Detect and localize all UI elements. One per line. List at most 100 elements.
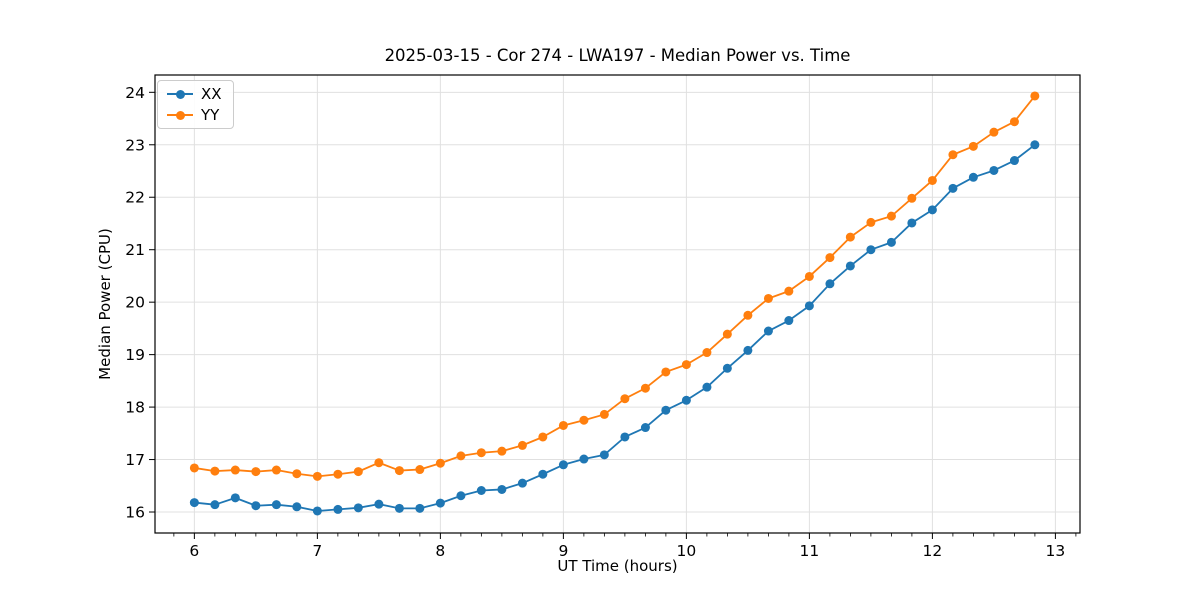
- data-point-yy: [722, 329, 732, 339]
- legend-line-marker-yy-icon: [167, 110, 193, 120]
- data-point-xx: [374, 499, 384, 509]
- data-point-xx: [394, 503, 404, 513]
- data-point-yy: [189, 463, 199, 473]
- data-point-xx: [948, 183, 958, 193]
- data-point-yy: [353, 467, 363, 477]
- data-point-xx: [210, 500, 220, 510]
- data-point-xx: [579, 454, 589, 464]
- legend-label-xx: XX: [201, 85, 222, 103]
- data-point-yy: [907, 193, 917, 203]
- data-point-yy: [497, 446, 507, 456]
- data-point-yy: [251, 467, 261, 477]
- data-point-xx: [353, 503, 363, 513]
- legend-item-yy: YY: [167, 107, 222, 123]
- data-point-xx: [866, 245, 876, 255]
- data-point-xx: [517, 478, 527, 488]
- y-tick-label: 24: [125, 84, 145, 102]
- data-point-xx: [845, 261, 855, 271]
- x-tick-label: 12: [923, 542, 943, 560]
- data-point-yy: [435, 458, 445, 468]
- data-point-xx: [968, 172, 978, 182]
- data-point-yy: [927, 175, 937, 185]
- data-point-yy: [394, 466, 404, 476]
- data-point-xx: [1009, 156, 1019, 166]
- data-point-yy: [989, 127, 999, 137]
- data-point-yy: [476, 448, 486, 458]
- data-point-xx: [804, 301, 814, 311]
- data-point-yy: [620, 394, 630, 404]
- data-point-xx: [927, 205, 937, 215]
- data-point-yy: [763, 293, 773, 303]
- data-point-yy: [333, 469, 343, 479]
- x-tick-label: 8: [435, 542, 445, 560]
- y-tick-label: 21: [125, 241, 145, 259]
- data-point-xx: [558, 460, 568, 470]
- data-point-yy: [743, 310, 753, 320]
- series-line-yy: [194, 95, 1036, 478]
- data-point-xx: [415, 503, 425, 513]
- data-point-xx: [989, 165, 999, 175]
- data-point-xx: [538, 469, 548, 479]
- data-point-yy: [456, 451, 466, 461]
- y-tick-label: 22: [125, 189, 145, 207]
- data-point-yy: [1009, 117, 1019, 127]
- x-tick-label: 10: [677, 542, 697, 560]
- x-tick-label: 7: [312, 542, 322, 560]
- y-tick-label: 23: [125, 136, 145, 154]
- data-point-xx: [743, 345, 753, 355]
- data-point-yy: [415, 465, 425, 475]
- x-axis-label: UT Time (hours): [557, 557, 678, 575]
- data-point-xx: [907, 218, 917, 228]
- data-point-yy: [210, 466, 220, 476]
- data-point-yy: [517, 440, 527, 450]
- data-point-yy: [538, 432, 548, 442]
- x-tick-label: 13: [1046, 542, 1066, 560]
- data-point-yy: [784, 286, 794, 296]
- legend-line-marker-xx-icon: [167, 89, 193, 99]
- data-point-yy: [271, 465, 281, 475]
- data-point-yy: [886, 211, 896, 221]
- data-point-xx: [312, 506, 322, 516]
- data-point-xx: [784, 316, 794, 326]
- data-point-yy: [825, 253, 835, 263]
- data-point-xx: [189, 498, 199, 508]
- x-tick-label: 9: [558, 542, 568, 560]
- data-point-xx: [271, 500, 281, 510]
- x-tick-label: 11: [800, 542, 820, 560]
- data-point-xx: [292, 502, 302, 512]
- data-point-xx: [702, 382, 712, 392]
- data-point-xx: [476, 486, 486, 496]
- data-point-xx: [661, 405, 671, 415]
- data-point-xx: [435, 498, 445, 508]
- y-axis-label: Median Power (CPU): [96, 228, 114, 380]
- legend: XX YY: [157, 80, 234, 129]
- plot-border: [154, 74, 1081, 534]
- data-point-xx: [886, 237, 896, 247]
- data-point-xx: [251, 501, 261, 511]
- data-point-yy: [579, 415, 589, 425]
- data-point-yy: [968, 141, 978, 151]
- data-point-xx: [456, 491, 466, 501]
- data-point-yy: [374, 458, 384, 468]
- data-point-xx: [722, 363, 732, 373]
- data-point-xx: [620, 432, 630, 442]
- y-tick-label: 20: [125, 294, 145, 312]
- data-point-xx: [825, 279, 835, 289]
- data-point-yy: [558, 420, 568, 430]
- y-tick-label: 17: [125, 451, 145, 469]
- data-point-yy: [292, 469, 302, 479]
- x-tick-label: 6: [189, 542, 199, 560]
- y-tick-label: 16: [125, 504, 145, 522]
- data-point-yy: [804, 271, 814, 281]
- y-tick-label: 19: [125, 346, 145, 364]
- data-point-yy: [866, 217, 876, 227]
- y-tick-label: 18: [125, 399, 145, 417]
- data-point-xx: [763, 326, 773, 336]
- data-point-yy: [845, 232, 855, 242]
- data-point-yy: [599, 409, 609, 419]
- data-point-xx: [599, 450, 609, 460]
- data-point-yy: [230, 465, 240, 475]
- data-point-yy: [702, 348, 712, 358]
